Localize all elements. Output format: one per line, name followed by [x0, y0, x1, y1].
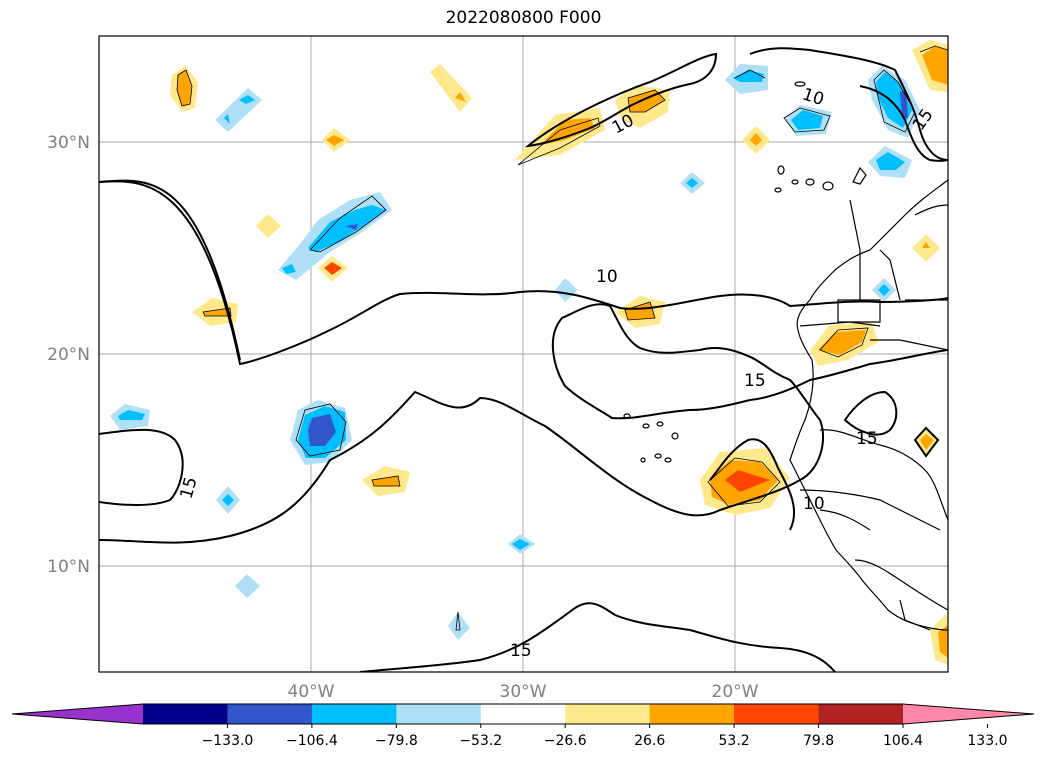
lon-label: 40°W [288, 682, 335, 702]
colorbar-segment [565, 704, 651, 724]
colorbar: −133.0 −106.4 −79.8 −53.2 −26.6 26.6 53.2 79.8 1… [11, 703, 1035, 749]
colorbar-tick-label: −133.0 [202, 733, 254, 749]
longitude-labels: 40°W 30°W 20°W [288, 682, 759, 702]
map-canvas: 10 15 15 10 15 15 10 10 15 [99, 36, 948, 672]
lat-label: 20°N [47, 345, 90, 365]
lon-label: 30°W [500, 682, 547, 702]
colorbar-segment [227, 704, 313, 724]
colorbar-segment [818, 704, 904, 724]
contour-label: 15 [856, 429, 878, 449]
lat-label: 10°N [47, 557, 90, 577]
contour-label: 15 [744, 371, 766, 391]
negative-anomaly-fills [110, 64, 920, 640]
colorbar-tick-label: −26.6 [544, 733, 587, 749]
colorbar-tick-label: −79.8 [375, 733, 418, 749]
coastlines [789, 179, 948, 631]
colorbar-tick-label: 133.0 [967, 733, 1007, 749]
colorbar-segment [143, 704, 228, 724]
main-contours [99, 47, 948, 672]
latitude-labels: 30°N 20°N 10°N [47, 133, 90, 577]
contour-label: 10 [596, 267, 618, 287]
colorbar-tick-label: 106.4 [883, 733, 923, 749]
colorbar-tick-label: 79.8 [803, 733, 834, 749]
colorbar-segment [734, 704, 820, 724]
lon-label: 20°W [712, 682, 759, 702]
colorbar-outline [11, 703, 1035, 725]
colorbar-tick-label: −53.2 [459, 733, 502, 749]
islands [623, 81, 867, 463]
colorbar-tick-label: 26.6 [634, 733, 665, 749]
positive-anomaly-fills [170, 40, 948, 665]
contour-label: 10 [803, 494, 825, 514]
map-frame [98, 35, 949, 673]
colorbar-extend-high [903, 704, 1034, 724]
lat-label: 30°N [47, 133, 90, 153]
colorbar-segment [311, 704, 397, 724]
map-title: 2022080800 F000 [445, 8, 602, 28]
colorbar-tick-label: −106.4 [286, 733, 338, 749]
colorbar-segment [396, 704, 482, 724]
colorbar-extend-low [12, 704, 143, 724]
contour-label: 15 [510, 641, 532, 661]
colorbar-segment [480, 704, 566, 724]
colorbar-segment [649, 704, 735, 724]
colorbar-tick-label: 53.2 [719, 733, 750, 749]
gridlines [99, 36, 948, 672]
